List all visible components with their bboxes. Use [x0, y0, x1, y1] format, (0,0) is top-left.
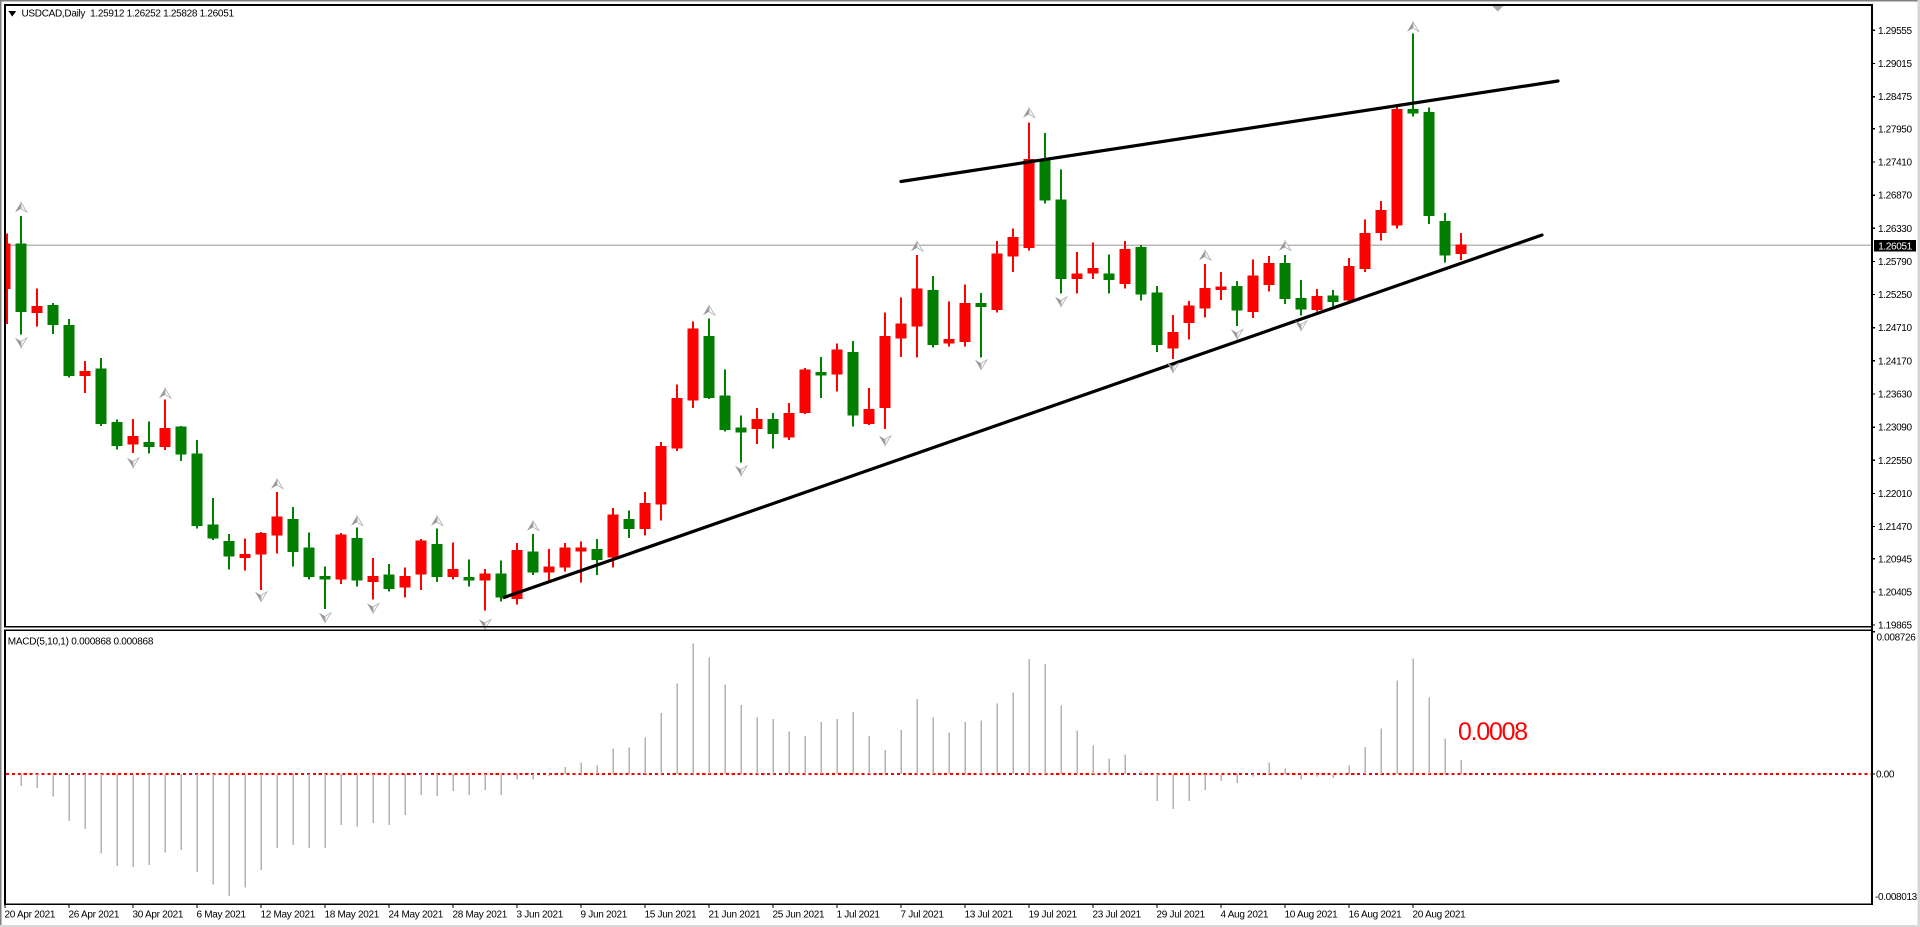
svg-text:26 Apr 2021: 26 Apr 2021 [69, 909, 120, 920]
svg-text:0.00: 0.00 [1876, 770, 1895, 781]
svg-text:1.21470: 1.21470 [1878, 522, 1912, 533]
svg-text:15 Jun 2021: 15 Jun 2021 [645, 909, 697, 920]
svg-text:1.27410: 1.27410 [1878, 158, 1912, 169]
svg-text:1.29555: 1.29555 [1878, 26, 1912, 37]
svg-text:1.23090: 1.23090 [1878, 423, 1912, 434]
svg-text:1.29015: 1.29015 [1878, 59, 1912, 70]
svg-text:4 Aug 2021: 4 Aug 2021 [1221, 909, 1269, 920]
svg-text:0.008726: 0.008726 [1877, 633, 1917, 644]
svg-text:1.19865: 1.19865 [1878, 621, 1912, 632]
svg-text:1.20405: 1.20405 [1878, 588, 1912, 599]
svg-text:1.26870: 1.26870 [1878, 191, 1912, 202]
svg-text:29 Jul 2021: 29 Jul 2021 [1157, 909, 1206, 920]
svg-text:1.25250: 1.25250 [1878, 290, 1912, 301]
svg-text:1.25790: 1.25790 [1878, 257, 1912, 268]
svg-text:1.24170: 1.24170 [1878, 356, 1912, 367]
svg-text:1.24710: 1.24710 [1878, 323, 1912, 334]
svg-text:25 Jun 2021: 25 Jun 2021 [773, 909, 825, 920]
svg-text:USDCAD,Daily 1.25912 1.26252: USDCAD,Daily 1.25912 1.26252 1.25828 1.2… [22, 9, 235, 20]
svg-text:1.22010: 1.22010 [1878, 489, 1912, 500]
svg-text:-0.008013: -0.008013 [1875, 892, 1918, 903]
svg-text:1.27950: 1.27950 [1878, 124, 1912, 135]
svg-text:1.28475: 1.28475 [1878, 92, 1912, 103]
svg-text:1.23630: 1.23630 [1878, 390, 1912, 401]
svg-text:13 Jul 2021: 13 Jul 2021 [965, 909, 1014, 920]
svg-text:9 Jun 2021: 9 Jun 2021 [581, 909, 628, 920]
svg-text:10 Aug 2021: 10 Aug 2021 [1285, 909, 1339, 920]
svg-text:23 Jul 2021: 23 Jul 2021 [1093, 909, 1142, 920]
svg-text:30 Apr 2021: 30 Apr 2021 [133, 909, 184, 920]
svg-text:3 Jun 2021: 3 Jun 2021 [517, 909, 564, 920]
svg-text:24 May 2021: 24 May 2021 [389, 909, 444, 920]
svg-text:18 May 2021: 18 May 2021 [325, 909, 380, 920]
svg-text:21 Jun 2021: 21 Jun 2021 [709, 909, 761, 920]
svg-text:MACD(5,10,1) 0.000868 0.000868: MACD(5,10,1) 0.000868 0.000868 [8, 637, 154, 648]
svg-text:1.22550: 1.22550 [1878, 456, 1912, 467]
svg-text:1.26330: 1.26330 [1878, 224, 1912, 235]
svg-text:19 Jul 2021: 19 Jul 2021 [1029, 909, 1078, 920]
svg-text:1.26051: 1.26051 [1878, 241, 1912, 252]
svg-text:28 May 2021: 28 May 2021 [453, 909, 508, 920]
svg-text:20 Apr 2021: 20 Apr 2021 [5, 909, 56, 920]
svg-text:12 May 2021: 12 May 2021 [261, 909, 316, 920]
svg-text:0.0008: 0.0008 [1458, 718, 1527, 746]
svg-text:7 Jul 2021: 7 Jul 2021 [901, 909, 945, 920]
svg-text:16 Aug 2021: 16 Aug 2021 [1349, 909, 1403, 920]
svg-text:1 Jul 2021: 1 Jul 2021 [837, 909, 881, 920]
svg-text:20 Aug 2021: 20 Aug 2021 [1413, 909, 1467, 920]
svg-text:1.20945: 1.20945 [1878, 554, 1912, 565]
svg-text:6 May 2021: 6 May 2021 [197, 909, 247, 920]
